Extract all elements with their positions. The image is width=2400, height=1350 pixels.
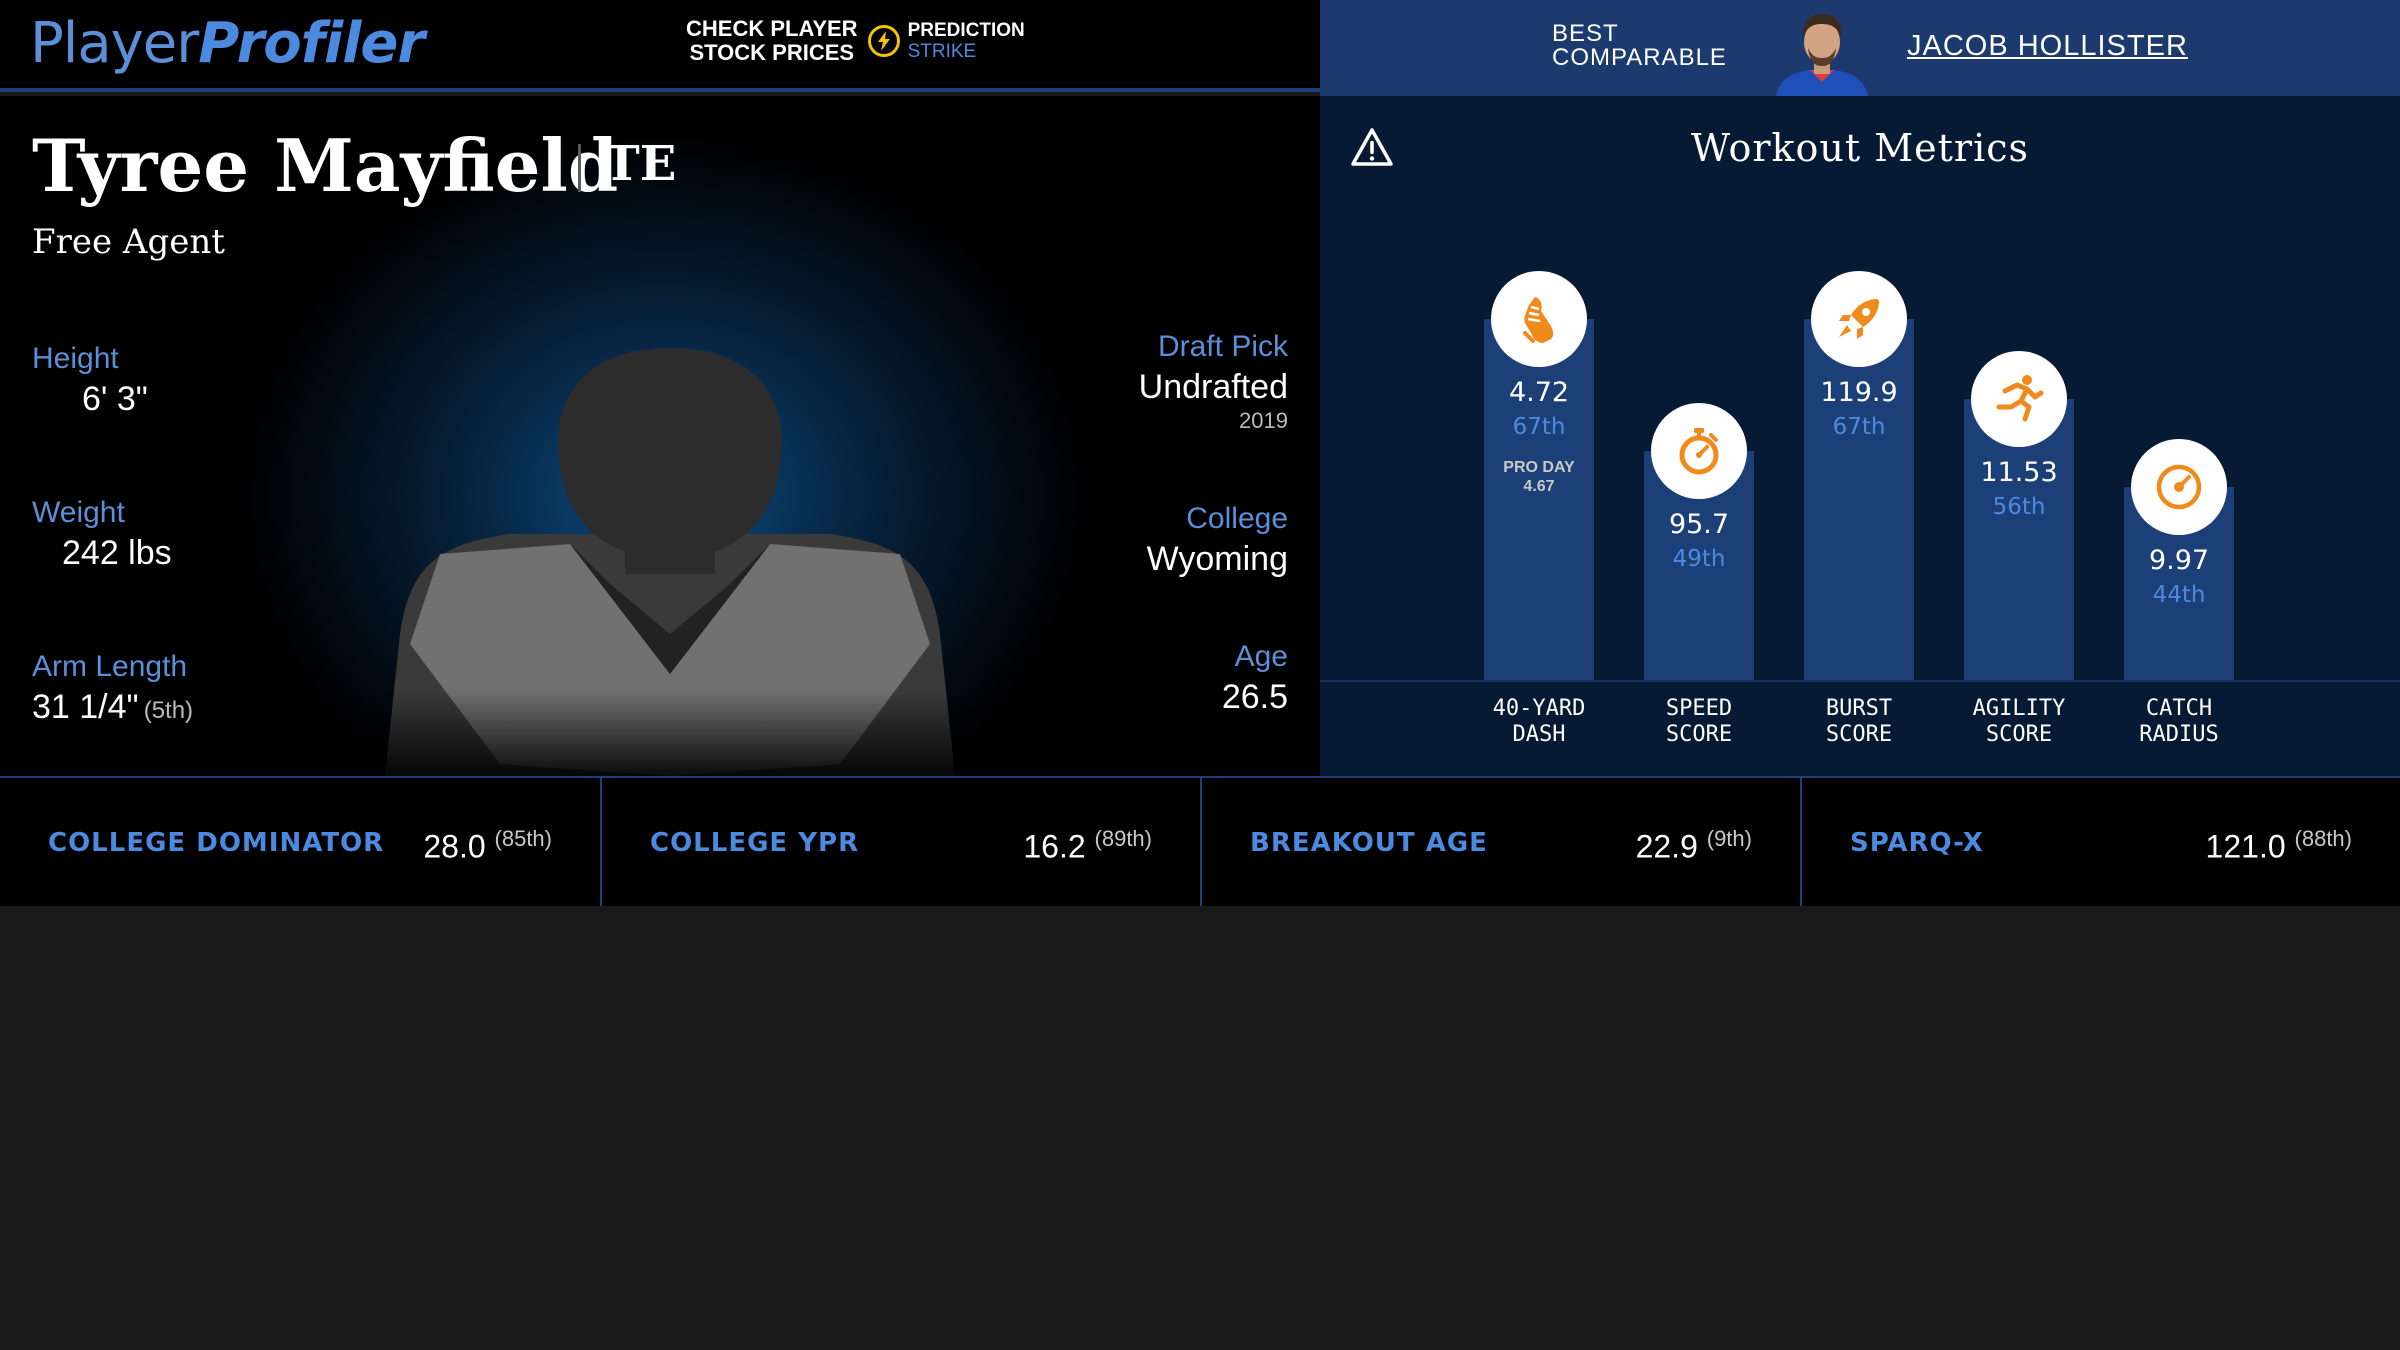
metric-value: 11.53 — [1980, 457, 2058, 488]
college-value: Wyoming — [1146, 540, 1288, 578]
metric-value: 9.97 — [2148, 545, 2210, 576]
draft-year: 2019 — [1239, 408, 1288, 433]
stopwatch-icon — [1651, 403, 1747, 499]
playerprofiler-logo[interactable]: PlayerProfiler — [30, 11, 425, 76]
age-label: Age — [1234, 640, 1288, 673]
metric-value: 119.9 — [1820, 377, 1898, 408]
warning-triangle-icon[interactable] — [1350, 126, 1394, 170]
draft-pick-label: Draft Pick — [1157, 330, 1288, 363]
stat-rank: (88th) — [2294, 826, 2352, 851]
arm-length-rank: (5th) — [143, 697, 194, 724]
arm-length: 31 1/4" (5th) — [32, 688, 193, 727]
promo-text: CHECK PLAYER STOCK PRICES — [686, 16, 858, 65]
divider — [578, 144, 581, 192]
player-silhouette — [370, 344, 970, 776]
prediction-strike-promo[interactable]: CHECK PLAYER STOCK PRICES PREDICTION STR… — [686, 16, 1025, 66]
stat-label: COLLEGE YPR — [650, 828, 860, 858]
metric-label-burst-score: BURST SCORE — [1825, 696, 1893, 747]
metric-percentile: 67th — [1512, 414, 1566, 440]
workout-metrics-panel: Workout Metrics 4.72 67th PRO DAY 4.67 9… — [1320, 96, 2400, 776]
metric-percentile: 49th — [1672, 546, 1726, 572]
age-value: 26.5 — [1221, 678, 1288, 716]
stat-breakout-age[interactable]: BREAKOUT AGE 22.9 (9th) — [1200, 778, 1800, 906]
stat-college-ypr[interactable]: COLLEGE YPR 16.2 (89th) — [600, 778, 1200, 906]
stat-value: 121.0 (88th) — [2205, 826, 2352, 865]
stat-value: 28.0 (85th) — [423, 826, 552, 865]
comparable-player-link[interactable]: JACOB HOLLISTER — [1907, 30, 2188, 62]
metrics-baseline — [1320, 680, 2400, 682]
weight-label: Weight — [32, 496, 125, 529]
player-team: Free Agent — [32, 222, 225, 262]
best-comparable-bar: BEST COMPARABLE JACOB HOLLISTER — [1320, 0, 2400, 96]
empty-content-area — [0, 906, 2400, 1350]
player-position: TE — [604, 136, 677, 192]
player-overview-panel: Tyree Mayfield TE Free Agent Height 6' 3… — [0, 96, 1320, 776]
metric-percentile: 67th — [1832, 414, 1886, 440]
target-gauge-icon — [2131, 439, 2227, 535]
stat-rank: (89th) — [1094, 826, 1152, 851]
stat-value: 16.2 (89th) — [1023, 826, 1152, 865]
stat-sparq-x[interactable]: SPARQ-X 121.0 (88th) — [1800, 778, 2400, 906]
metric-value: 95.7 — [1668, 509, 1730, 540]
metric-label-speed-score: SPEED SCORE — [1665, 696, 1733, 747]
stat-label: COLLEGE DOMINATOR — [48, 828, 385, 858]
prediction-strike-brand: PREDICTION STRIKE — [907, 20, 1025, 62]
rocket-icon — [1811, 271, 1907, 367]
metric-percentile: 44th — [2152, 582, 2206, 608]
metric-label-catch-radius: CATCH RADIUS — [2139, 696, 2219, 747]
stat-rank: (85th) — [494, 826, 552, 851]
stat-label: BREAKOUT AGE — [1250, 828, 1488, 858]
metric-bar-burst-score[interactable]: 119.9 67th — [1804, 319, 1914, 680]
advanced-stats-bar: COLLEGE DOMINATOR 28.0 (85th) COLLEGE YP… — [0, 776, 2400, 906]
arm-length-value: 31 1/4" — [32, 688, 139, 726]
player-name: Tyree Mayfield — [32, 123, 619, 208]
metric-bar-40-yard-dash[interactable]: 4.72 67th PRO DAY 4.67 — [1484, 319, 1594, 680]
height-label: Height — [32, 342, 119, 375]
top-bar: PlayerProfiler CHECK PLAYER STOCK PRICES… — [0, 0, 1320, 92]
stat-college-dominator[interactable]: COLLEGE DOMINATOR 28.0 (85th) — [0, 778, 600, 906]
stat-value: 22.9 (9th) — [1635, 826, 1752, 865]
metric-label-40-yard-dash: 40-YARD DASH — [1492, 696, 1586, 747]
runner-icon — [1971, 351, 2067, 447]
height-value: 6' 3" — [82, 380, 148, 418]
weight-value: 242 lbs — [62, 534, 172, 572]
workout-metrics-title: Workout Metrics — [1690, 126, 2030, 170]
comparable-player-photo[interactable] — [1770, 8, 1874, 96]
draft-pick-value: Undrafted — [1138, 368, 1288, 406]
stat-rank: (9th) — [1706, 826, 1752, 851]
stat-label: SPARQ-X — [1850, 828, 1984, 858]
arm-length-label: Arm Length — [32, 650, 188, 683]
shoe-icon — [1491, 271, 1587, 367]
metric-label-agility-score: AGILITY SCORE — [1972, 696, 2066, 747]
best-comparable-label: BEST COMPARABLE — [1552, 20, 1727, 71]
lightning-bolt-icon — [867, 25, 900, 57]
metric-value: 4.72 — [1508, 377, 1570, 408]
college-label: College — [1186, 502, 1288, 535]
pro-day-note: PRO DAY 4.67 — [1503, 459, 1575, 495]
metric-percentile: 56th — [1992, 494, 2046, 520]
